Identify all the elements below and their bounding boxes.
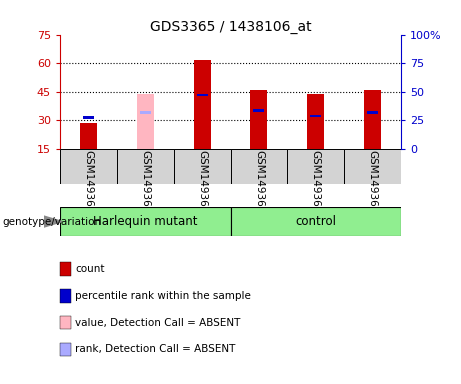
Bar xyxy=(367,111,378,114)
Title: GDS3365 / 1438106_at: GDS3365 / 1438106_at xyxy=(150,20,311,33)
Bar xyxy=(254,109,265,112)
Text: GSM149362: GSM149362 xyxy=(197,150,207,213)
Bar xyxy=(307,94,324,149)
Text: GSM149365: GSM149365 xyxy=(367,150,378,213)
Bar xyxy=(60,207,230,236)
Bar xyxy=(117,149,174,184)
Text: Harlequin mutant: Harlequin mutant xyxy=(93,215,197,228)
Text: GSM149364: GSM149364 xyxy=(311,150,321,213)
Text: rank, Detection Call = ABSENT: rank, Detection Call = ABSENT xyxy=(75,344,236,354)
Bar xyxy=(60,149,117,184)
Text: control: control xyxy=(296,215,336,228)
Bar xyxy=(364,90,381,149)
Text: GSM149363: GSM149363 xyxy=(254,150,264,213)
Bar xyxy=(287,149,344,184)
Bar xyxy=(140,111,151,114)
Bar xyxy=(230,207,401,236)
Bar xyxy=(250,90,267,149)
Bar xyxy=(344,149,401,184)
Text: count: count xyxy=(75,264,105,274)
Bar xyxy=(194,60,211,149)
Polygon shape xyxy=(44,216,62,227)
Text: value, Detection Call = ABSENT: value, Detection Call = ABSENT xyxy=(75,318,241,328)
Text: GSM149360: GSM149360 xyxy=(83,150,94,213)
Bar xyxy=(196,94,207,96)
Text: percentile rank within the sample: percentile rank within the sample xyxy=(75,291,251,301)
Bar xyxy=(83,116,94,119)
Bar xyxy=(174,149,230,184)
Bar xyxy=(310,114,321,118)
Bar xyxy=(80,123,97,149)
Bar xyxy=(136,94,154,149)
Text: genotype/variation: genotype/variation xyxy=(2,217,101,227)
Bar xyxy=(230,149,287,184)
Text: GSM149361: GSM149361 xyxy=(140,150,150,213)
